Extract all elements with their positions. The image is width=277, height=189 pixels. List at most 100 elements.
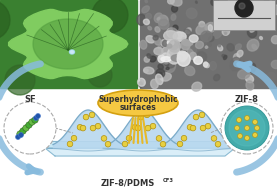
- Ellipse shape: [263, 47, 271, 55]
- Circle shape: [144, 112, 150, 118]
- Ellipse shape: [144, 57, 150, 62]
- Circle shape: [255, 125, 260, 130]
- Circle shape: [177, 141, 183, 147]
- Ellipse shape: [211, 0, 219, 5]
- Ellipse shape: [252, 44, 257, 49]
- Circle shape: [235, 125, 240, 130]
- Ellipse shape: [225, 9, 234, 18]
- Ellipse shape: [173, 32, 186, 41]
- Ellipse shape: [146, 13, 152, 19]
- Ellipse shape: [160, 40, 168, 46]
- Circle shape: [80, 125, 86, 131]
- Circle shape: [126, 135, 132, 141]
- Ellipse shape: [140, 40, 147, 49]
- Circle shape: [122, 141, 128, 147]
- Ellipse shape: [172, 44, 179, 50]
- Ellipse shape: [138, 82, 142, 87]
- Circle shape: [193, 114, 199, 120]
- Circle shape: [237, 118, 242, 122]
- Ellipse shape: [167, 62, 175, 68]
- Ellipse shape: [159, 53, 167, 60]
- Circle shape: [205, 123, 211, 129]
- Ellipse shape: [157, 17, 160, 20]
- Circle shape: [215, 141, 221, 147]
- Circle shape: [132, 124, 138, 130]
- Circle shape: [253, 119, 258, 125]
- Ellipse shape: [173, 25, 178, 30]
- Ellipse shape: [247, 27, 257, 38]
- Ellipse shape: [167, 47, 181, 64]
- Ellipse shape: [213, 29, 222, 38]
- Ellipse shape: [158, 46, 161, 49]
- Ellipse shape: [250, 28, 255, 32]
- Circle shape: [23, 125, 29, 131]
- Ellipse shape: [166, 60, 176, 73]
- Circle shape: [160, 141, 166, 147]
- Circle shape: [17, 131, 23, 137]
- Ellipse shape: [262, 0, 273, 9]
- Ellipse shape: [184, 29, 192, 39]
- Bar: [213, 0, 275, 30]
- Circle shape: [225, 106, 269, 150]
- Ellipse shape: [138, 78, 145, 86]
- Ellipse shape: [218, 45, 223, 51]
- Polygon shape: [92, 0, 128, 33]
- Ellipse shape: [194, 57, 202, 64]
- Ellipse shape: [224, 18, 235, 27]
- Text: SF: SF: [24, 95, 36, 105]
- Ellipse shape: [156, 69, 165, 78]
- Ellipse shape: [237, 13, 243, 19]
- Ellipse shape: [237, 2, 243, 5]
- Circle shape: [34, 115, 39, 121]
- Ellipse shape: [270, 5, 277, 15]
- Ellipse shape: [230, 57, 241, 71]
- Ellipse shape: [181, 32, 185, 36]
- Ellipse shape: [205, 46, 208, 48]
- Polygon shape: [33, 19, 103, 69]
- Polygon shape: [45, 141, 235, 148]
- Ellipse shape: [151, 79, 158, 89]
- Ellipse shape: [204, 62, 208, 67]
- Ellipse shape: [147, 54, 151, 58]
- Ellipse shape: [167, 28, 176, 38]
- Ellipse shape: [182, 61, 189, 66]
- Circle shape: [135, 125, 141, 131]
- Ellipse shape: [162, 40, 168, 46]
- Circle shape: [253, 132, 258, 138]
- Ellipse shape: [201, 31, 212, 42]
- Ellipse shape: [146, 36, 155, 43]
- Ellipse shape: [234, 54, 239, 61]
- Text: CF3: CF3: [163, 177, 174, 183]
- Ellipse shape: [162, 53, 170, 60]
- Ellipse shape: [150, 56, 156, 62]
- Ellipse shape: [157, 72, 162, 78]
- Ellipse shape: [218, 45, 220, 47]
- Ellipse shape: [158, 15, 168, 26]
- Ellipse shape: [177, 52, 190, 66]
- Ellipse shape: [227, 44, 234, 51]
- Polygon shape: [88, 63, 112, 87]
- Circle shape: [181, 135, 187, 141]
- Ellipse shape: [235, 44, 241, 50]
- Circle shape: [16, 135, 20, 139]
- Ellipse shape: [143, 19, 149, 25]
- Ellipse shape: [187, 45, 197, 55]
- Ellipse shape: [227, 9, 237, 20]
- Text: surfaces: surfaces: [120, 102, 157, 112]
- Ellipse shape: [196, 41, 203, 49]
- Ellipse shape: [162, 46, 170, 53]
- Ellipse shape: [183, 40, 193, 46]
- Circle shape: [90, 125, 96, 131]
- Circle shape: [77, 124, 83, 130]
- Circle shape: [101, 136, 107, 141]
- Circle shape: [145, 125, 151, 131]
- Ellipse shape: [177, 51, 188, 60]
- Circle shape: [199, 112, 205, 118]
- Circle shape: [32, 117, 38, 123]
- Circle shape: [29, 119, 35, 125]
- Ellipse shape: [192, 82, 202, 91]
- Ellipse shape: [168, 28, 178, 39]
- Ellipse shape: [237, 50, 243, 57]
- Circle shape: [200, 125, 206, 131]
- Ellipse shape: [222, 54, 225, 57]
